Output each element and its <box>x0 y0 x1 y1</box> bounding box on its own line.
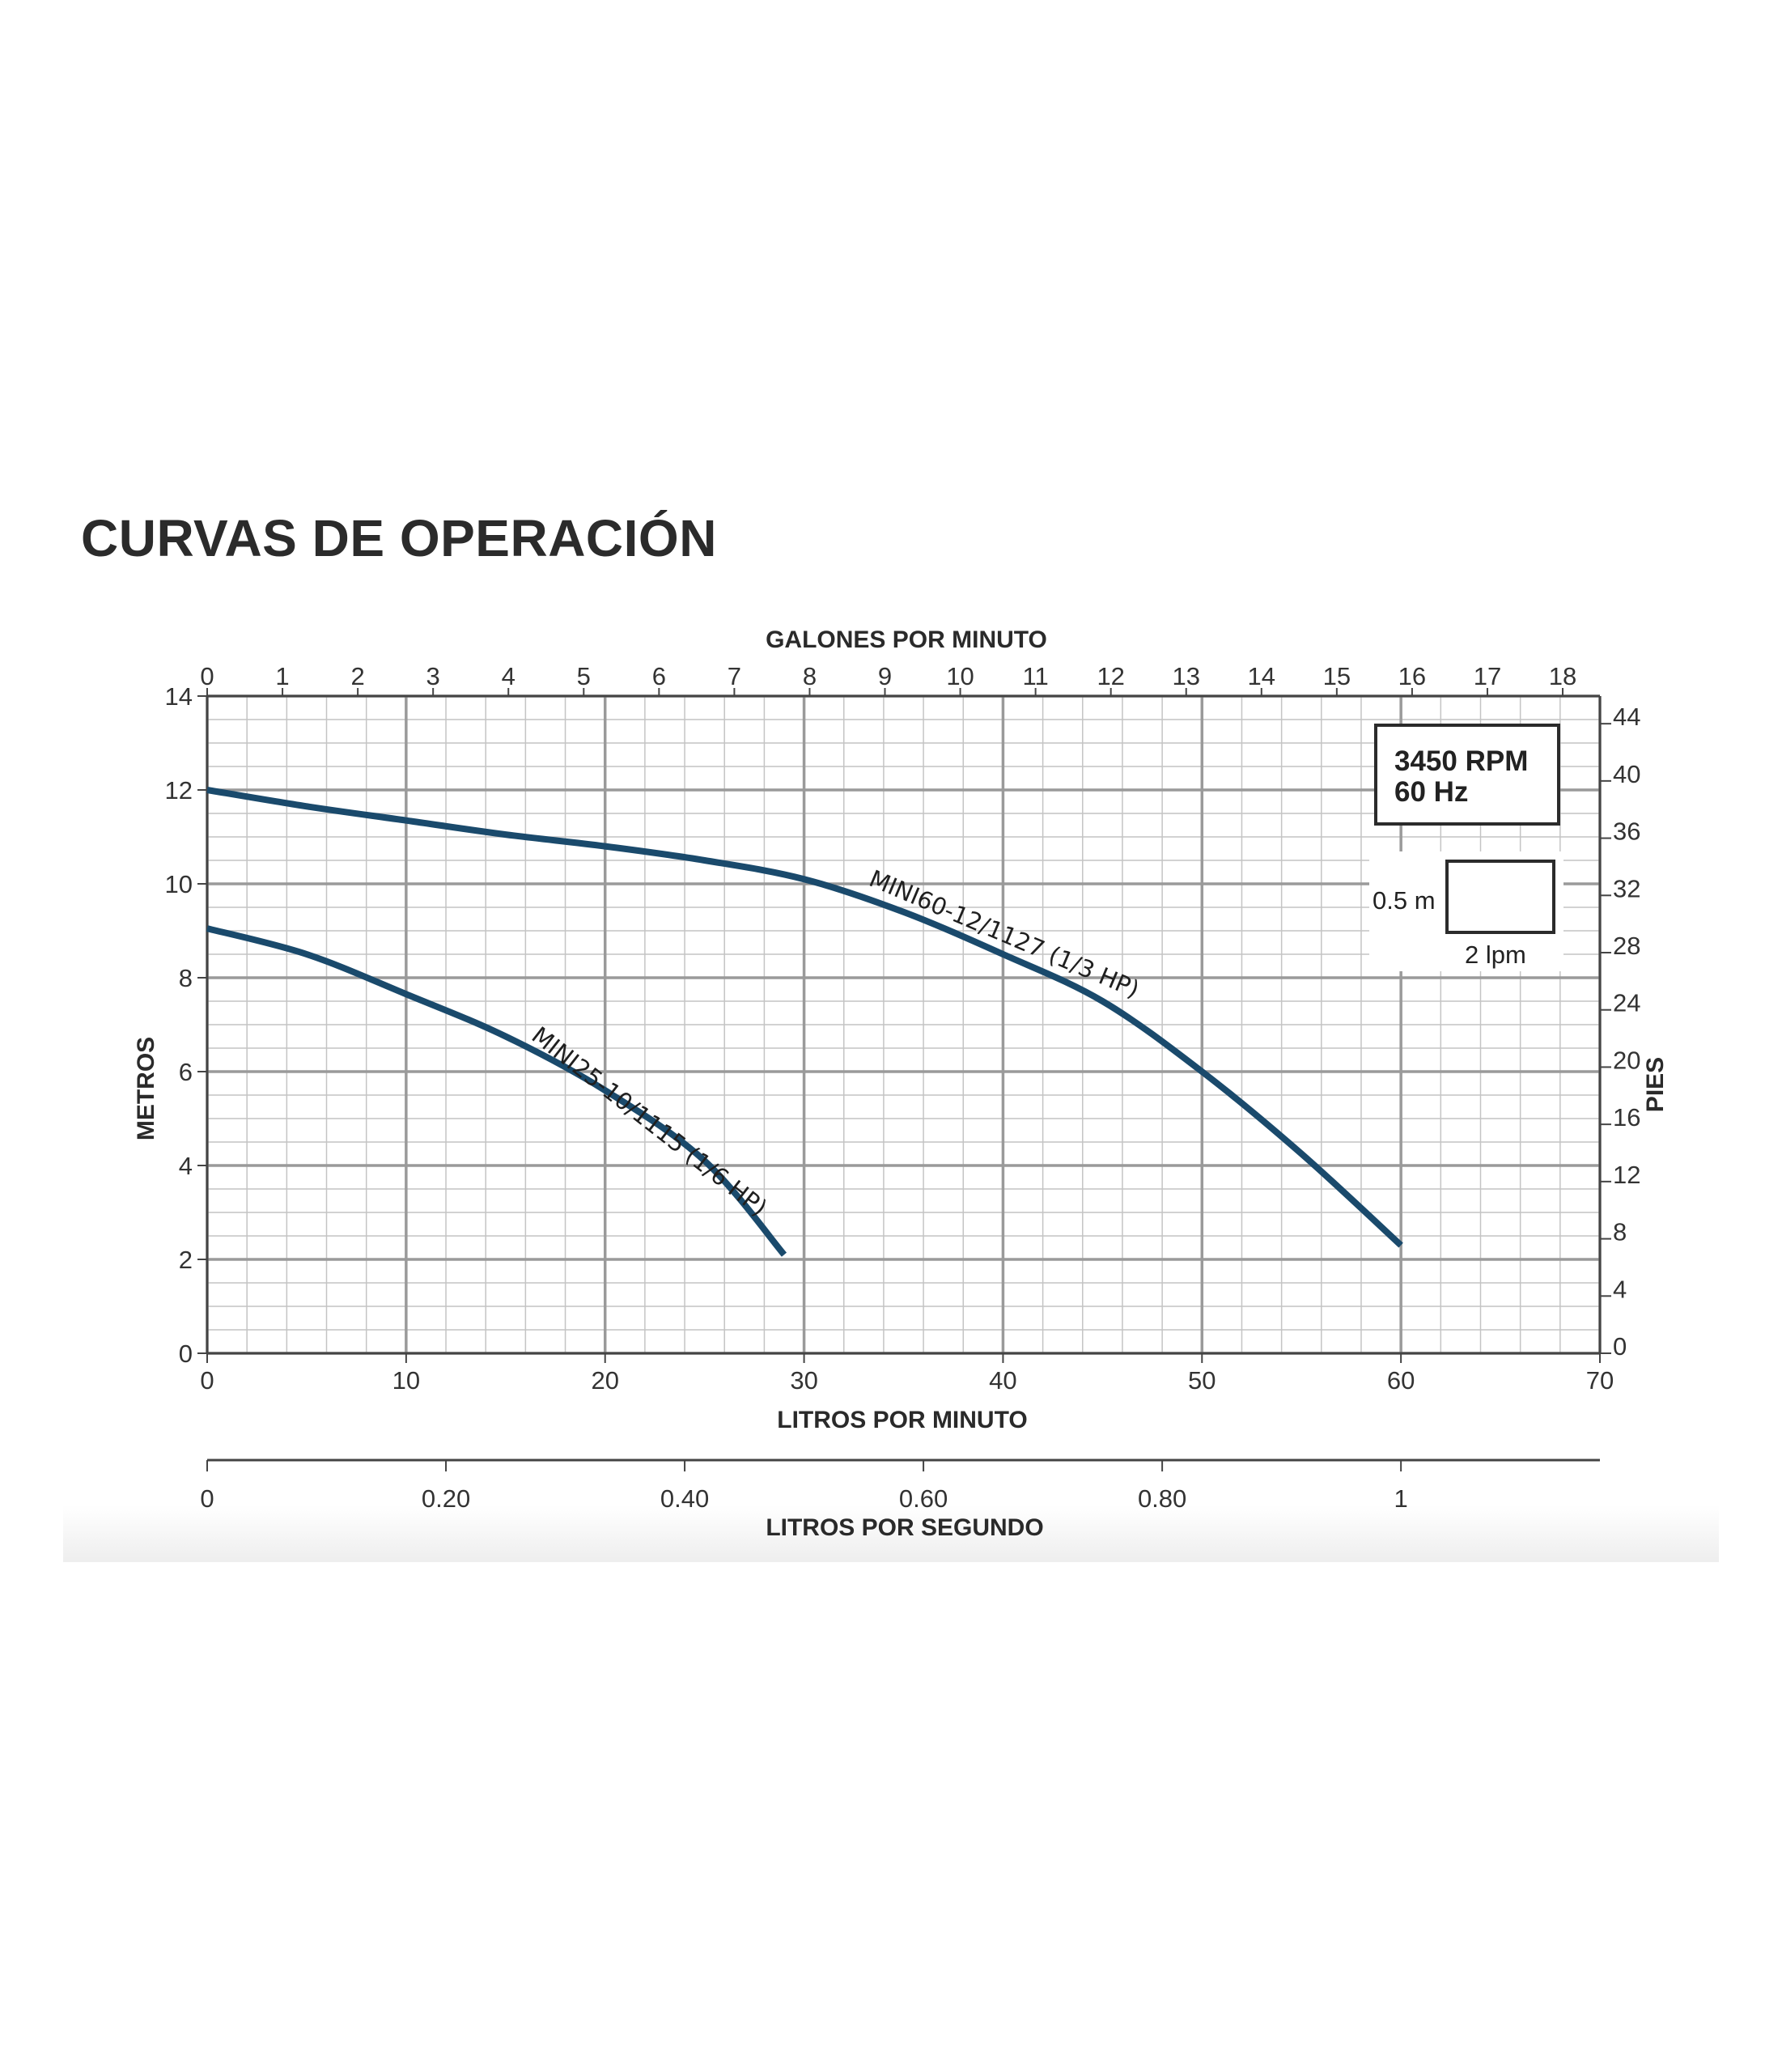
right-tick-label: 24 <box>1613 989 1640 1017</box>
x-tick-label: 0 <box>200 1366 214 1395</box>
top-tick-label: 13 <box>1172 662 1199 690</box>
right-tick-label: 4 <box>1613 1275 1627 1303</box>
y-tick-label: 12 <box>165 776 193 805</box>
right-tick-label: 36 <box>1613 817 1640 846</box>
curves <box>206 787 1403 1257</box>
top-tick-label: 2 <box>350 662 364 690</box>
top-tick-label: 5 <box>577 662 591 690</box>
lps-tick-label: 1 <box>1394 1484 1408 1513</box>
x-axis-title: LITROS POR MINUTO <box>777 1407 1027 1433</box>
right-tick-label: 20 <box>1613 1046 1640 1074</box>
scale-box <box>1445 860 1555 934</box>
series-label-mini25: MINI25-10/1115 (1/6 HP) <box>527 1021 773 1222</box>
bottom-shadow <box>63 1505 1719 1562</box>
lps-tick-label: 0.80 <box>1138 1484 1186 1513</box>
right-tick-label: 40 <box>1613 760 1640 788</box>
x-tick-label: 20 <box>591 1366 618 1395</box>
right-tick-label: 12 <box>1613 1161 1640 1189</box>
right-tick-label: 32 <box>1613 874 1640 902</box>
top-tick-label: 15 <box>1323 662 1351 690</box>
rpm-text: 3450 RPM <box>1394 745 1528 777</box>
y-tick-label: 14 <box>165 682 193 711</box>
hz-text: 60 Hz <box>1394 776 1468 808</box>
right-tick-label: 16 <box>1613 1103 1640 1132</box>
x-tick-label: 60 <box>1387 1366 1415 1395</box>
bottom-axis-title: LITROS POR SEGUNDO <box>766 1514 1043 1541</box>
top-tick-label: 8 <box>803 662 817 690</box>
lps-tick-label: 0.20 <box>422 1484 470 1513</box>
lps-tick-label: 0 <box>200 1484 214 1513</box>
right-tick-label: 0 <box>1613 1332 1627 1361</box>
top-tick-label: 10 <box>946 662 974 690</box>
x-tick-label: 50 <box>1188 1366 1216 1395</box>
top-tick-label: 12 <box>1097 662 1124 690</box>
top-tick-label: 16 <box>1398 662 1426 690</box>
scale-meters-label: 0.5 m <box>1373 886 1436 915</box>
right-axis-title: PIES <box>1642 1057 1669 1112</box>
y-axis-title: METROS <box>133 1037 159 1140</box>
top-tick-label: 18 <box>1549 662 1576 690</box>
top-tick-label: 7 <box>728 662 741 690</box>
x-tick-label: 30 <box>790 1366 817 1395</box>
y-tick-label: 6 <box>179 1058 193 1086</box>
plot-frame <box>206 694 1602 1355</box>
top-axis-title: GALONES POR MINUTO <box>766 626 1047 653</box>
rpm-box <box>1374 724 1560 826</box>
top-tick-label: 14 <box>1248 662 1275 690</box>
lps-tick-label: 0.60 <box>899 1484 948 1513</box>
top-tick-label: 11 <box>1023 662 1049 690</box>
right-tick-label: 28 <box>1613 932 1640 960</box>
top-tick-label: 3 <box>426 662 440 690</box>
y-tick-label: 2 <box>179 1246 193 1274</box>
scale-lpm-label: 2 lpm <box>1465 940 1526 969</box>
x-tick-label: 70 <box>1586 1366 1614 1395</box>
y-tick-label: 8 <box>179 964 193 992</box>
y-tick-label: 4 <box>179 1152 193 1180</box>
x-tick-label: 40 <box>989 1366 1016 1395</box>
top-tick-label: 0 <box>200 662 214 690</box>
lps-tick-label: 0.40 <box>660 1484 709 1513</box>
top-tick-label: 6 <box>652 662 666 690</box>
top-tick-label: 17 <box>1474 662 1501 690</box>
top-tick-label: 4 <box>502 662 516 690</box>
right-tick-label: 44 <box>1613 703 1640 731</box>
y-tick-label: 0 <box>179 1340 193 1368</box>
right-tick-label: 8 <box>1613 1218 1627 1246</box>
top-tick-label: 9 <box>878 662 892 690</box>
y-tick-label: 10 <box>165 870 193 898</box>
top-tick-label: 1 <box>275 662 289 690</box>
x-tick-label: 10 <box>392 1366 420 1395</box>
page-title: CURVAS DE OPERACIÓN <box>81 509 717 567</box>
